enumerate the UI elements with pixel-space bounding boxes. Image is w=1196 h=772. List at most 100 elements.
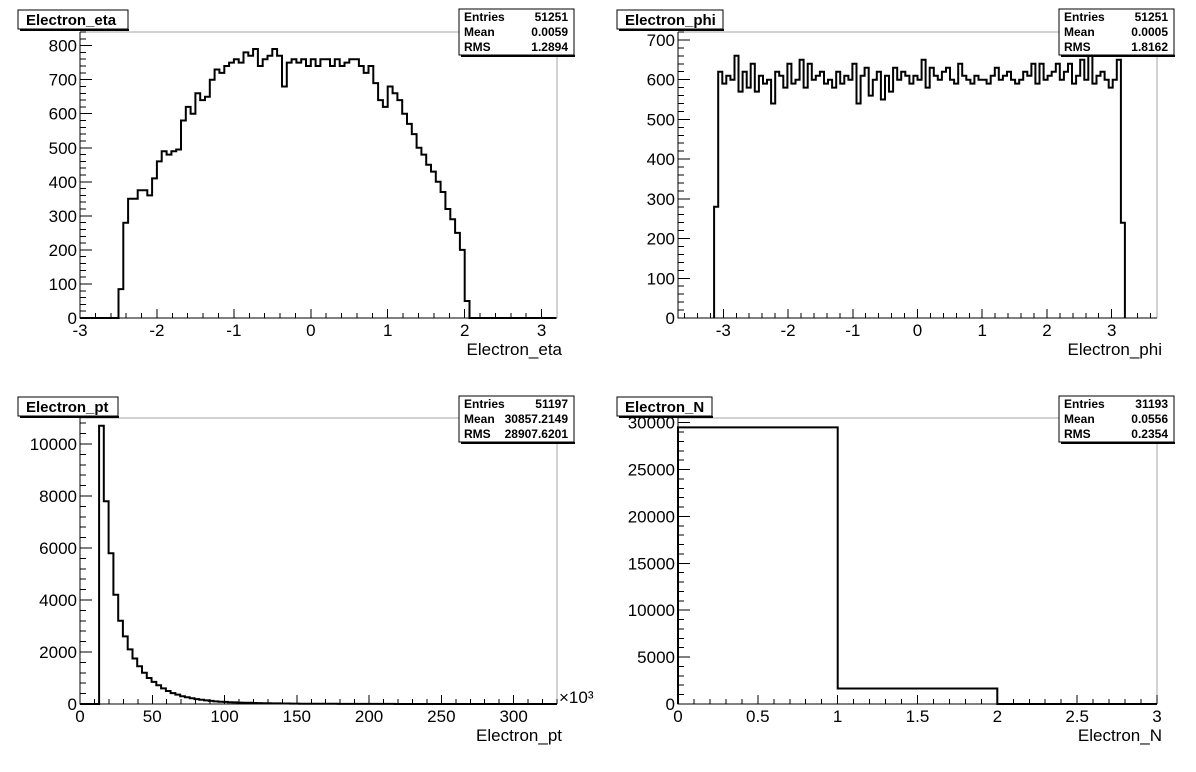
chart-3-ytick-label: 25000 — [628, 461, 675, 480]
chart-3-ytick-label: 30000 — [628, 414, 675, 433]
chart-0-title: Electron_eta — [26, 12, 117, 29]
chart-0-xtick-label: 0 — [306, 321, 315, 340]
chart-0-ytick-label: 700 — [49, 71, 77, 90]
chart-3-xtick-label: 3 — [1152, 707, 1161, 726]
chart-0-stat-rms-value: 1.2894 — [531, 40, 568, 54]
chart-2-stat-mean-value: 30857.2149 — [505, 412, 569, 426]
chart-0-stats-box — [458, 8, 575, 56]
chart-0-ytick-label: 800 — [49, 37, 77, 56]
chart-3-stat-mean-value: 0.0556 — [1131, 412, 1168, 426]
chart-3-stat-rms-value: 0.2354 — [1131, 427, 1168, 441]
chart-0-stat-entries-value: 51251 — [535, 10, 569, 24]
chart-2-histogram-line — [80, 424, 557, 705]
chart-1-stat-rms-label: RMS — [1064, 40, 1091, 54]
chart-2-ytick-label: 10000 — [30, 435, 77, 454]
chart-3-xtick-label: 2.5 — [1065, 707, 1089, 726]
chart-2-xtick-label: 50 — [143, 707, 162, 726]
chart-2-title: Electron_pt — [26, 399, 109, 416]
chart-2-xtick-label: 300 — [499, 707, 527, 726]
chart-3-stat-mean-label: Mean — [1064, 412, 1095, 426]
electron-n-panel: 0 0.5 1 1.5 2 2.5 3 0 5000 10000 15000 20000 25000 30… — [616, 395, 1175, 745]
chart-2-x-exponent: ×10³ — [559, 688, 594, 707]
chart-3-xtick-label: 1.5 — [906, 707, 930, 726]
chart-3-xtick-label: 0 — [673, 707, 682, 726]
chart-1-ytick-label: 0 — [666, 309, 675, 328]
electron-phi-panel: -3 -2 -1 0 1 2 3 0 100 200 300 400 500 600 700 Electron… — [616, 8, 1175, 359]
chart-2-ytick-label: 4000 — [39, 591, 77, 610]
chart-0-stat-mean-label: Mean — [464, 25, 495, 39]
chart-1-ytick-label: 400 — [647, 150, 675, 169]
chart-2-xtick-label: 100 — [210, 707, 238, 726]
chart-1-ytick-label: 100 — [647, 269, 675, 288]
chart-3-xaxis-title: Electron_N — [1078, 726, 1162, 745]
chart-3-xtick-label: 0.5 — [746, 707, 770, 726]
chart-1-xtick-label: 3 — [1107, 321, 1116, 340]
chart-1-ytick-label: 500 — [647, 110, 675, 129]
chart-1-stat-mean-value: 0.0005 — [1131, 25, 1168, 39]
chart-1-xtick-label: -3 — [716, 321, 731, 340]
chart-2-stat-rms-label: RMS — [464, 427, 491, 441]
chart-3-stat-entries-value: 31193 — [1135, 397, 1168, 411]
chart-0-ytick-label: 200 — [49, 241, 77, 260]
chart-1-ytick-label: 600 — [647, 71, 675, 90]
chart-0-ytick-label: 0 — [68, 309, 77, 328]
chart-1-stat-entries-value: 51251 — [1135, 10, 1169, 24]
chart-3-title: Electron_N — [625, 399, 704, 416]
chart-1-xaxis-title: Electron_phi — [1067, 340, 1162, 359]
chart-2-ytick-label: 6000 — [39, 539, 77, 558]
chart-1-stats-box — [1058, 8, 1175, 56]
chart-2-ytick-label: 2000 — [39, 643, 77, 662]
chart-0-ytick-label: 400 — [49, 173, 77, 192]
chart-2-stat-mean-label: Mean — [464, 412, 495, 426]
chart-3-ytick-label: 0 — [666, 695, 675, 714]
chart-1-stat-rms-value: 1.8162 — [1131, 40, 1168, 54]
chart-3-xtick-label: 2 — [993, 707, 1002, 726]
chart-1-stat-mean-label: Mean — [1064, 25, 1095, 39]
chart-3-stat-entries-label: Entries — [1064, 397, 1105, 411]
chart-0-histogram-line — [80, 48, 556, 319]
chart-3-ytick-label: 10000 — [628, 601, 675, 620]
chart-1-stat-entries-label: Entries — [1064, 10, 1105, 24]
chart-1-ytick-label: 300 — [647, 190, 675, 209]
chart-0-xtick-label: 3 — [537, 321, 546, 340]
chart-1-xtick-label: 0 — [913, 321, 922, 340]
chart-3-ytick-label: 15000 — [628, 554, 675, 573]
chart-1-title: Electron_phi — [625, 12, 716, 29]
chart-2-xtick-label: 200 — [355, 707, 383, 726]
chart-1-xtick-label: 1 — [977, 321, 986, 340]
chart-0-stat-mean-value: 0.0059 — [531, 25, 568, 39]
chart-0-xtick-label: -1 — [226, 321, 241, 340]
chart-0-stat-rms-label: RMS — [464, 40, 491, 54]
chart-3-ytick-label: 5000 — [637, 648, 675, 667]
chart-0-ytick-label: 500 — [49, 139, 77, 158]
chart-3-ytick-label: 20000 — [628, 507, 675, 526]
chart-0-xtick-label: -2 — [149, 321, 164, 340]
chart-0-xtick-label: -3 — [72, 321, 87, 340]
chart-0-ytick-label: 100 — [49, 275, 77, 294]
chart-2-xtick-label: 150 — [283, 707, 311, 726]
chart-1-ytick-label: 700 — [647, 31, 675, 50]
chart-0-xtick-label: 2 — [460, 321, 469, 340]
electron-pt-panel: 0 50 100 150 200 250 300 0 2000 4000 6000 8000 10000… — [17, 395, 594, 745]
chart-2-ytick-label: 0 — [68, 695, 77, 714]
chart-2-ytick-label: 8000 — [39, 487, 77, 506]
chart-0-xaxis-title: Electron_eta — [467, 340, 563, 359]
electron-eta-panel: -3 -2 -1 0 1 2 3 0 100 200 300 400 500 600 700 800 Elect… — [17, 8, 575, 359]
chart-0-ytick-label: 600 — [49, 105, 77, 124]
chart-2-xaxis-title: Electron_pt — [476, 726, 562, 745]
chart-2-stat-entries-value: 51197 — [535, 397, 568, 411]
chart-3-stat-rms-label: RMS — [1064, 427, 1091, 441]
chart-2-xtick-label: 250 — [427, 707, 455, 726]
chart-2-xtick-label: 0 — [75, 707, 84, 726]
chart-2-stat-entries-label: Entries — [464, 397, 505, 411]
chart-2-stat-rms-value: 28907.6201 — [505, 427, 569, 441]
chart-3-xtick-label: 1 — [833, 707, 842, 726]
chart-0-ytick-label: 300 — [49, 207, 77, 226]
chart-1-ytick-label: 200 — [647, 230, 675, 249]
chart-0-stat-entries-label: Entries — [464, 10, 505, 24]
chart-1-histogram-line — [713, 54, 1126, 318]
chart-0-xtick-label: 1 — [383, 321, 392, 340]
chart-1-xtick-label: 2 — [1042, 321, 1051, 340]
chart-1-xtick-label: -1 — [845, 321, 860, 340]
